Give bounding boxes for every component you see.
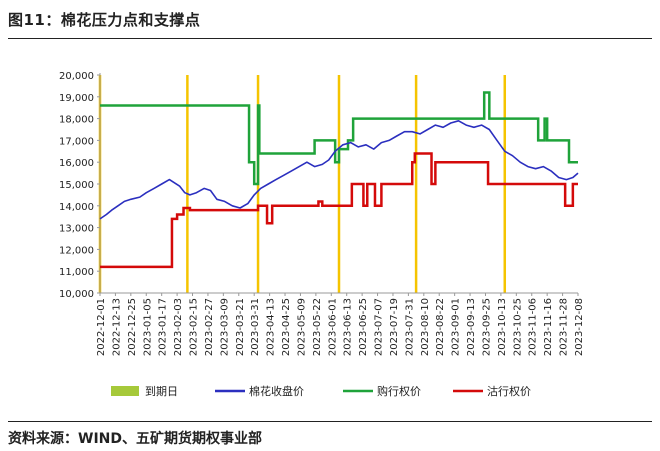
x-tick-label: 2023-04-13 — [266, 298, 277, 356]
call-strike-line — [100, 91, 578, 186]
y-tick-label: 14,000 — [59, 202, 94, 213]
x-tick-label: 2023-06-13 — [343, 298, 354, 356]
put-strike-line — [100, 152, 578, 269]
y-tick-label: 16,000 — [59, 158, 94, 169]
y-tick-label: 12,000 — [59, 245, 94, 256]
futures-close-line — [99, 120, 579, 220]
legend-swatch-expiry — [111, 386, 139, 396]
x-axis: 2022-12-01 2022-12-13 2022-12-25 2023-01-05… — [96, 292, 585, 356]
x-tick-label: 2023-07-19 — [389, 298, 400, 356]
x-tick-label: 2023-03-31 — [250, 298, 261, 356]
figure-title: 图11：棉花压力点和支撑点 — [8, 11, 201, 29]
legend-label-0: 到期日 — [145, 385, 178, 398]
chart-canvas: 10,000 11,000 12,000 13,000 14,000 15,000 16,0… — [59, 71, 585, 398]
x-tick-label: 2023-06-25 — [358, 298, 369, 356]
x-tick-label: 2023-06-01 — [327, 298, 338, 356]
legend-label-3: 沽行权价 — [487, 385, 531, 398]
x-tick-label: 2022-12-25 — [127, 298, 138, 356]
y-tick-label: 17,000 — [59, 136, 94, 147]
y-axis: 10,000 11,000 12,000 13,000 14,000 15,000 16,0… — [59, 71, 101, 300]
x-tick-label: 2023-03-09 — [219, 298, 230, 356]
x-tick-label: 2022-12-13 — [111, 298, 122, 356]
x-tick-label: 2023-11-06 — [528, 298, 539, 356]
y-tick-label: 18,000 — [59, 115, 94, 126]
y-tick-label: 20,000 — [59, 71, 94, 82]
x-tick-label: 2023-10-25 — [512, 298, 523, 356]
y-tick-label: 13,000 — [59, 224, 94, 235]
x-tick-label: 2023-07-31 — [404, 298, 415, 356]
y-tick-label: 19,000 — [59, 93, 94, 104]
series-layer — [99, 91, 579, 269]
legend: 到期日 棉花收盘价 购行权价 沽行权价 — [111, 384, 531, 398]
x-tick-label: 2023-05-09 — [296, 298, 307, 356]
source-note: 资料来源：WIND、五矿期货期权事业部 — [8, 431, 262, 447]
x-tick-label: 2023-03-21 — [235, 298, 246, 356]
y-tick-label: 15,000 — [59, 180, 94, 191]
y-tick-label: 10,000 — [59, 289, 94, 300]
x-tick-label: 2023-08-10 — [420, 298, 431, 356]
x-tick-label: 2023-02-15 — [189, 298, 200, 356]
x-tick-label: 2023-04-25 — [281, 298, 292, 356]
bottom-rule — [8, 421, 652, 422]
x-tick-label: 2023-11-16 — [543, 298, 554, 356]
x-tick-label: 2022-12-01 — [96, 298, 107, 356]
x-tick-label: 2023-01-17 — [158, 298, 169, 356]
x-tick-label: 2023-09-01 — [451, 298, 462, 356]
legend-label-1: 棉花收盘价 — [249, 384, 304, 398]
x-tick-label: 2023-12-08 — [574, 298, 585, 356]
x-tick-label: 2023-02-03 — [173, 298, 184, 356]
x-tick-label: 2023-11-28 — [559, 298, 570, 356]
x-tick-label: 2023-07-07 — [374, 298, 385, 356]
x-tick-label: 2023-09-25 — [481, 298, 492, 356]
legend-label-2: 购行权价 — [377, 384, 421, 398]
x-tick-label: 2023-10-13 — [497, 298, 508, 356]
x-tick-label: 2023-09-13 — [466, 298, 477, 356]
x-tick-label: 2023-02-27 — [204, 298, 215, 356]
x-tick-label: 2023-01-05 — [142, 298, 153, 356]
x-tick-label: 2023-08-22 — [435, 298, 446, 356]
top-rule — [8, 38, 652, 39]
y-tick-label: 11,000 — [59, 267, 94, 278]
x-tick-label: 2023-05-22 — [312, 298, 323, 356]
